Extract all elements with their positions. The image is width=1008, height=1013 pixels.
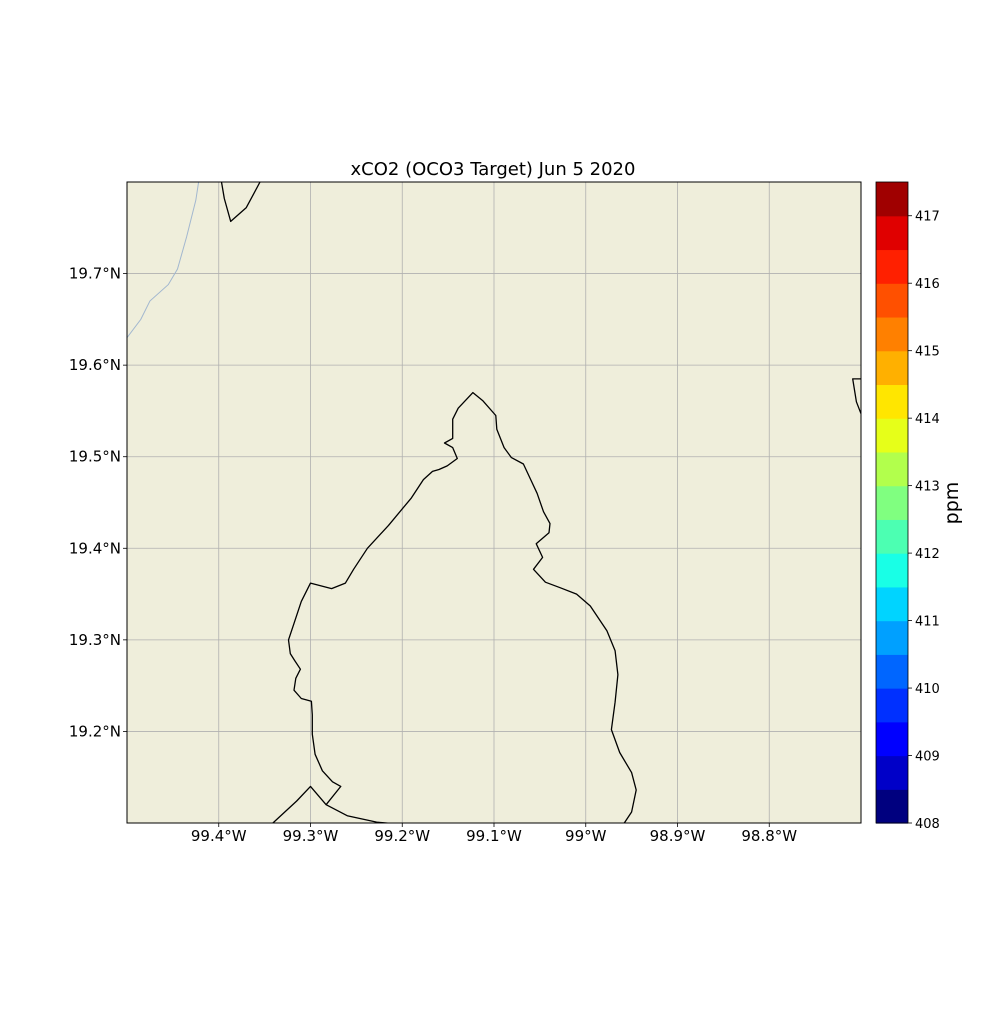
colorbar-segment [876,755,908,790]
cdmx-outline [287,391,637,823]
colorbar-tick-label: 417 [915,210,940,225]
colorbar-tick-label: 415 [915,345,940,360]
colorbar-segment [876,620,908,655]
gridlines [127,182,861,823]
colorbar-segment [876,283,908,318]
lat-tick-label: 19.4°N [69,539,121,557]
colorbar-segment [876,350,908,386]
colorbar-segment [876,249,908,284]
colorbar-segment [876,384,908,419]
colorbar-tick-label: 410 [915,682,940,697]
lat-tick-label: 19.7°N [69,265,121,283]
river [127,182,200,339]
lon-tick-label: 98.9°W [650,827,706,845]
latitude-tick-labels: 19.2°N 19.3°N 19.4°N 19.5°N 19.6°N 19.7°N [69,265,127,740]
lon-tick-label: 99.3°W [283,827,339,845]
colorbar-segment [876,519,908,554]
map-lines [127,182,861,823]
colorbar: 408 409 410 411 412 413 414 415 416 417 [875,181,940,832]
colorbar-tick-label: 414 [915,412,940,427]
lon-tick-label: 99.2°W [374,827,430,845]
colorbar-tick-label: 408 [915,817,940,832]
longitude-tick-labels: 99.4°W 99.3°W 99.2°W 99.1°W 99°W 98.9°W 98.8°W [191,823,797,845]
colorbar-segment [876,688,908,723]
lat-tick-label: 19.3°N [69,631,121,649]
lon-tick-label: 99.1°W [466,827,522,845]
lon-tick-label: 98.8°W [741,827,797,845]
colorbar-segment [876,451,908,487]
lon-tick-label: 99°W [565,827,607,845]
lat-tick-label: 19.2°N [69,722,121,740]
colorbar-segment [876,316,908,352]
colorbar-tick-label: 413 [915,480,940,495]
colorbar-tick-label: 411 [915,615,940,630]
colorbar-segment [876,182,908,217]
colorbar-segment [876,654,908,689]
map-title: xCO2 (OCO3 Target) Jun 5 2020 [351,159,636,180]
colorbar-segment [876,721,908,757]
colorbar-segment [876,485,908,520]
colorbar-segment [876,418,908,453]
colorbar-segment [876,553,908,588]
colorbar-segment [876,215,908,251]
lat-tick-label: 19.6°N [69,356,121,374]
colorbar-tick-label: 412 [915,547,940,562]
colorbar-tick-label: 416 [915,277,940,292]
colorbar-segment [876,789,908,824]
lon-tick-label: 99.4°W [191,827,247,845]
mexico-city-boundary [272,785,625,823]
lat-tick-label: 19.5°N [69,448,121,466]
northeast-boundary [852,378,861,414]
colorbar-label: ppm [941,482,963,525]
colorbar-frame [875,181,909,824]
northwest-boundary [220,182,261,223]
colorbar-tick-label: 409 [915,750,940,765]
colorbar-segment [876,586,908,622]
